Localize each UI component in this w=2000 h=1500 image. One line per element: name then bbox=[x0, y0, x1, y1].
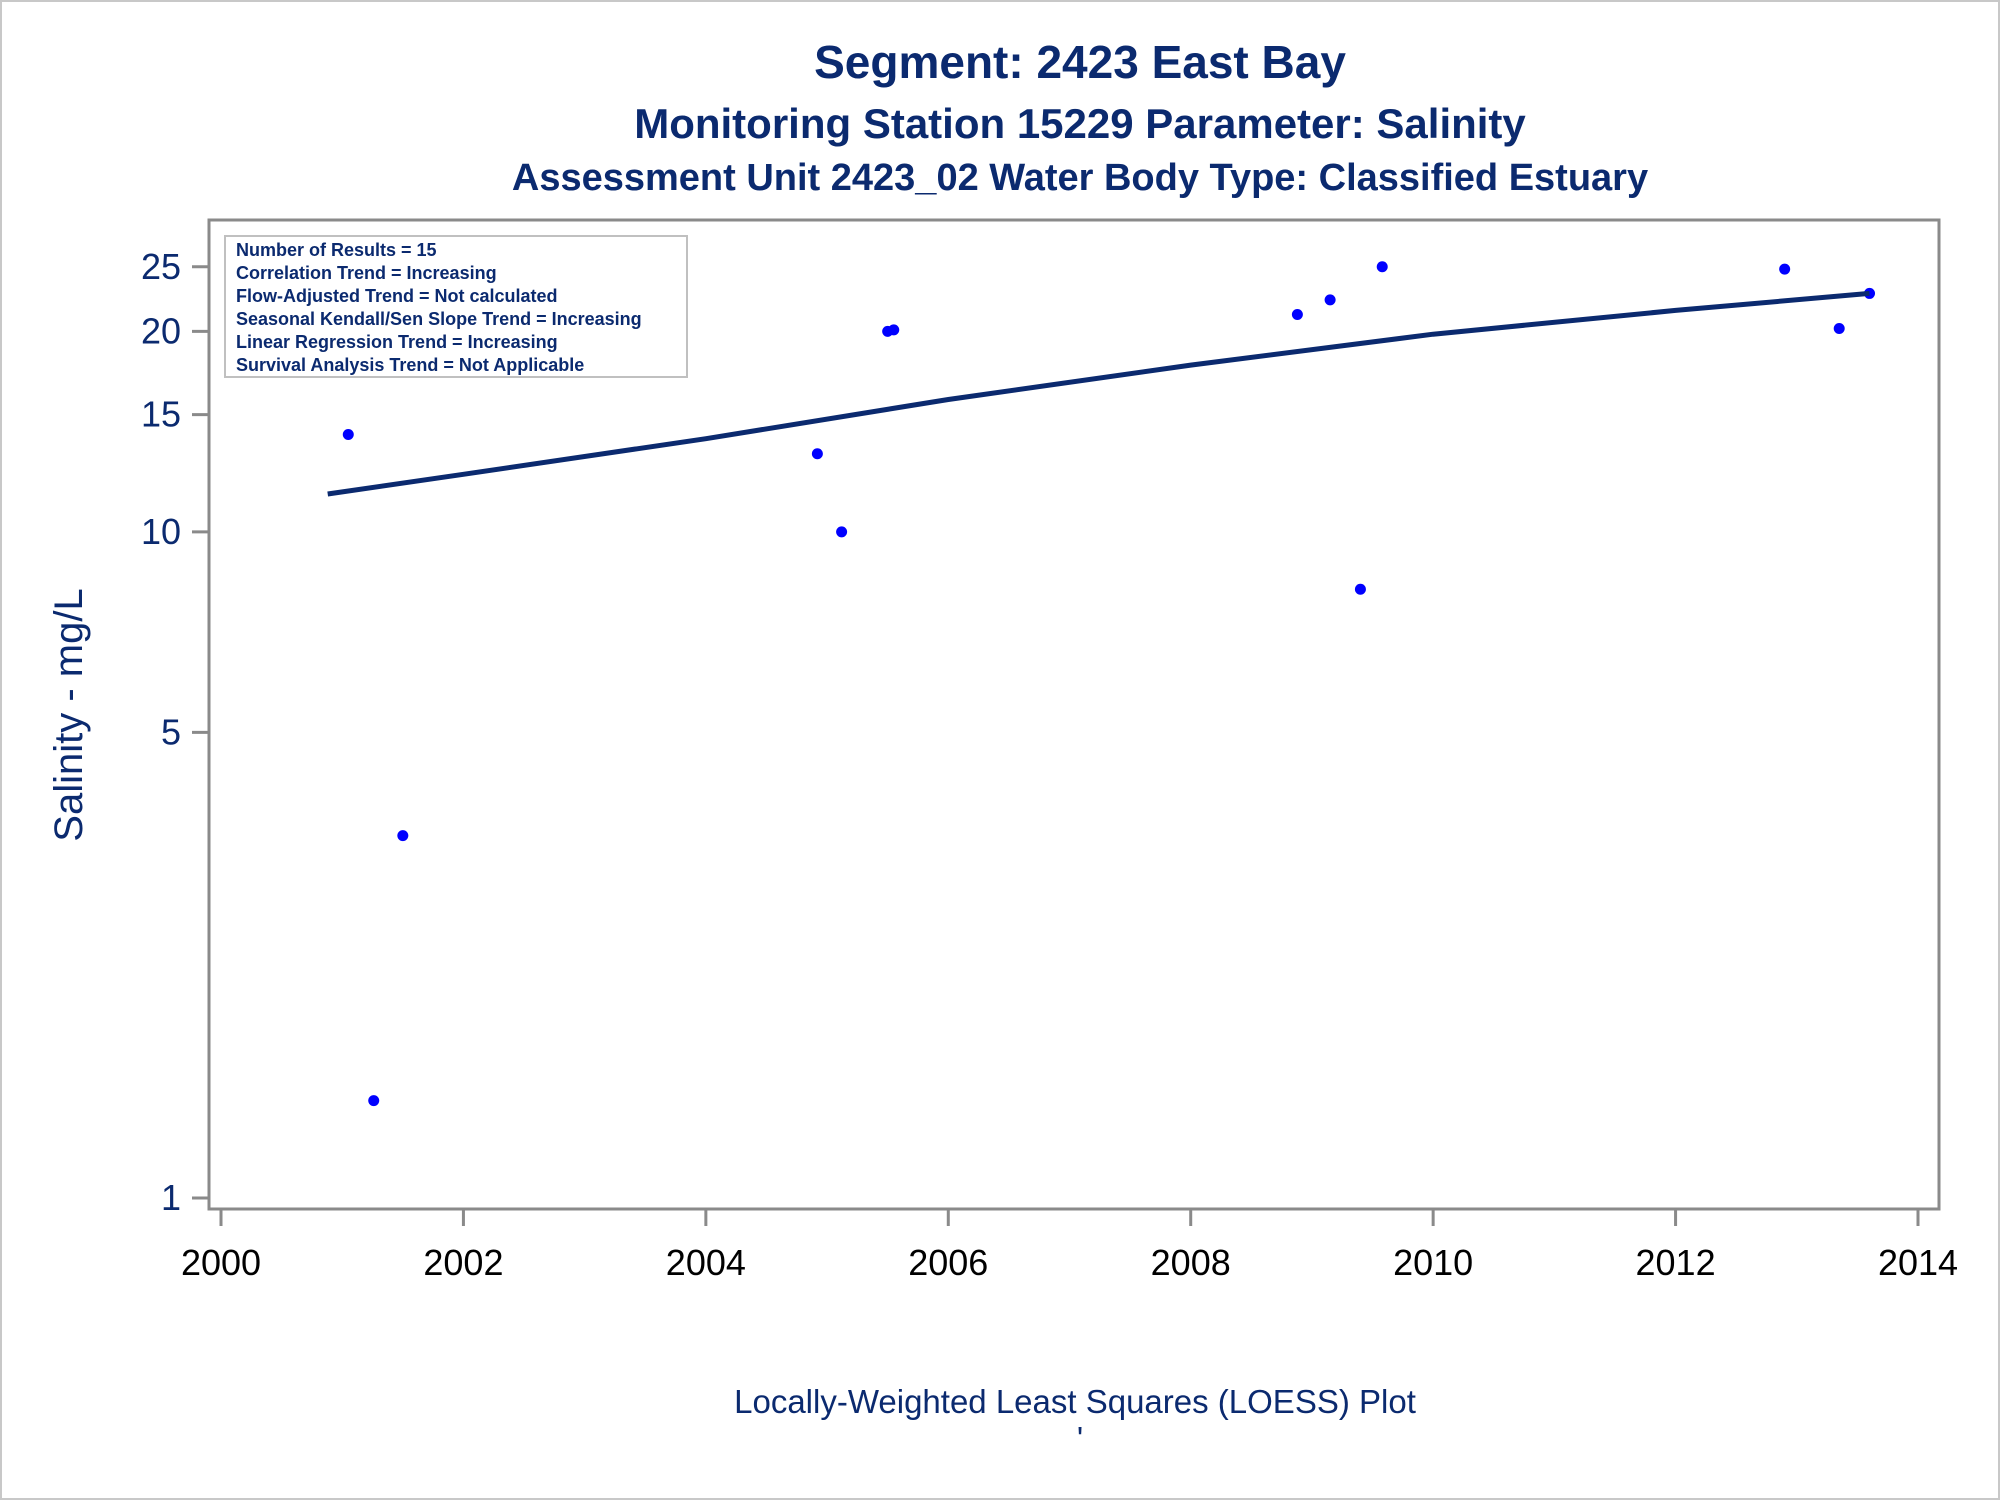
data-point bbox=[888, 324, 900, 336]
y-tick-label: 15 bbox=[141, 394, 181, 435]
x-axis: 2000 2002 2004 2006 2008 2010 2012 2014 bbox=[181, 1209, 1958, 1283]
y-axis-label: Salinity - mg/L bbox=[47, 588, 91, 841]
data-point bbox=[397, 830, 409, 842]
data-point bbox=[1354, 583, 1366, 595]
x-tick-label: 2006 bbox=[908, 1242, 988, 1283]
data-point bbox=[811, 448, 823, 460]
stats-line: Flow-Adjusted Trend = Not calculated bbox=[236, 286, 558, 306]
stats-legend-box bbox=[224, 235, 688, 378]
x-axis-label: Locally-Weighted Least Squares (LOESS) P… bbox=[734, 1383, 1416, 1420]
y-tick-label: 10 bbox=[141, 511, 181, 552]
y-tick-label: 25 bbox=[141, 246, 181, 287]
x-tick-label: 2004 bbox=[666, 1242, 746, 1283]
stats-line: Correlation Trend = Increasing bbox=[236, 263, 497, 283]
x-tick-label: 2000 bbox=[181, 1242, 261, 1283]
data-point bbox=[368, 1095, 380, 1107]
stats-line: Survival Analysis Trend = Not Applicable bbox=[236, 355, 584, 375]
data-point bbox=[1833, 322, 1845, 334]
x-tick-label: 2010 bbox=[1393, 1242, 1473, 1283]
plot-area bbox=[207, 218, 1941, 1211]
data-point bbox=[1779, 263, 1791, 275]
x-tick-label: 2002 bbox=[423, 1242, 503, 1283]
data-point bbox=[1291, 308, 1303, 320]
chart-subtitle-2: Assessment Unit 2423_02 Water Body Type:… bbox=[512, 157, 1648, 199]
footnote-mark: ' bbox=[1077, 1420, 1083, 1457]
x-tick-label: 2014 bbox=[1878, 1242, 1958, 1283]
data-point bbox=[342, 429, 354, 441]
x-tick-label: 2008 bbox=[1151, 1242, 1231, 1283]
stats-line: Number of Results = 15 bbox=[236, 240, 437, 260]
loess-trend-line bbox=[327, 290, 1870, 497]
stats-legend: Number of Results = 15 Correlation Trend … bbox=[224, 235, 688, 378]
y-tick-label: 1 bbox=[161, 1177, 181, 1218]
y-tick-label: 5 bbox=[161, 711, 181, 752]
chart-subtitle: Monitoring Station 15229 Parameter: Sali… bbox=[634, 100, 1526, 147]
data-point bbox=[1864, 287, 1876, 299]
y-tick-label: 20 bbox=[141, 310, 181, 351]
chart-title: Segment: 2423 East Bay bbox=[814, 36, 1346, 88]
stats-line: Linear Regression Trend = Increasing bbox=[236, 332, 558, 352]
stats-line: Seasonal Kendall/Sen Slope Trend = Incre… bbox=[236, 309, 642, 329]
data-point bbox=[836, 526, 848, 538]
x-tick-label: 2012 bbox=[1636, 1242, 1716, 1283]
data-point bbox=[1324, 294, 1336, 306]
data-point bbox=[1376, 261, 1388, 273]
